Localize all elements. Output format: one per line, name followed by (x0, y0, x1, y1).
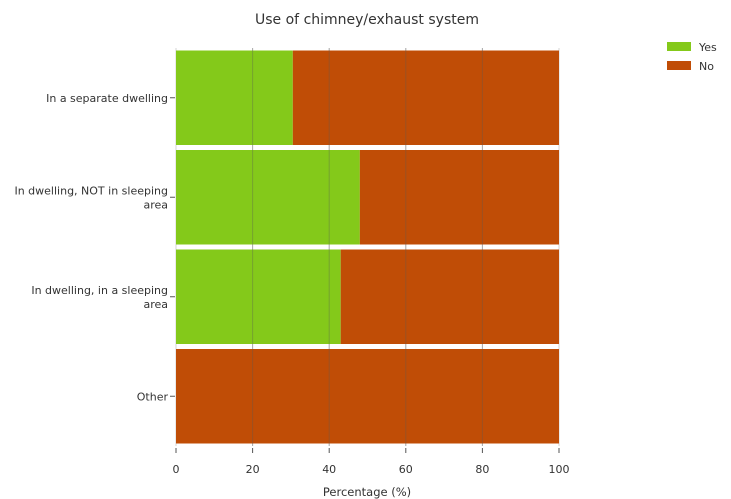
legend-swatch-yes (667, 42, 691, 51)
legend-swatch-no (667, 61, 691, 70)
x-tick-label: 60 (399, 463, 413, 476)
category-label: In a separate dwelling (46, 92, 168, 105)
x-axis: 0 20 40 60 80 100 (173, 448, 570, 476)
x-tick-label: 80 (475, 463, 489, 476)
x-tick-label: 20 (246, 463, 260, 476)
category-label: Other (137, 390, 169, 403)
legend-label-no: No (699, 60, 714, 73)
bar-no (340, 249, 559, 344)
category-labels: In a separate dwelling In dwelling, NOT i… (14, 92, 175, 403)
bar-yes (176, 50, 293, 145)
x-tick-label: 100 (549, 463, 570, 476)
bars (176, 48, 559, 446)
legend-label-yes: Yes (698, 41, 717, 54)
category-label: area (143, 198, 168, 211)
legend: Yes No (667, 41, 717, 73)
chart-title: Use of chimney/exhaust system (255, 12, 479, 28)
category-label: In dwelling, in a sleeping (31, 284, 168, 297)
x-tick-label: 40 (322, 463, 336, 476)
x-tick-label: 0 (173, 463, 180, 476)
bar-no (359, 150, 559, 245)
bar-yes (176, 150, 360, 245)
bar-yes (176, 249, 341, 344)
category-label: In dwelling, NOT in sleeping (14, 184, 168, 197)
category-label: area (143, 298, 168, 311)
x-axis-title: Percentage (%) (323, 485, 411, 499)
bar-no (176, 349, 559, 444)
bar-no (292, 50, 559, 145)
